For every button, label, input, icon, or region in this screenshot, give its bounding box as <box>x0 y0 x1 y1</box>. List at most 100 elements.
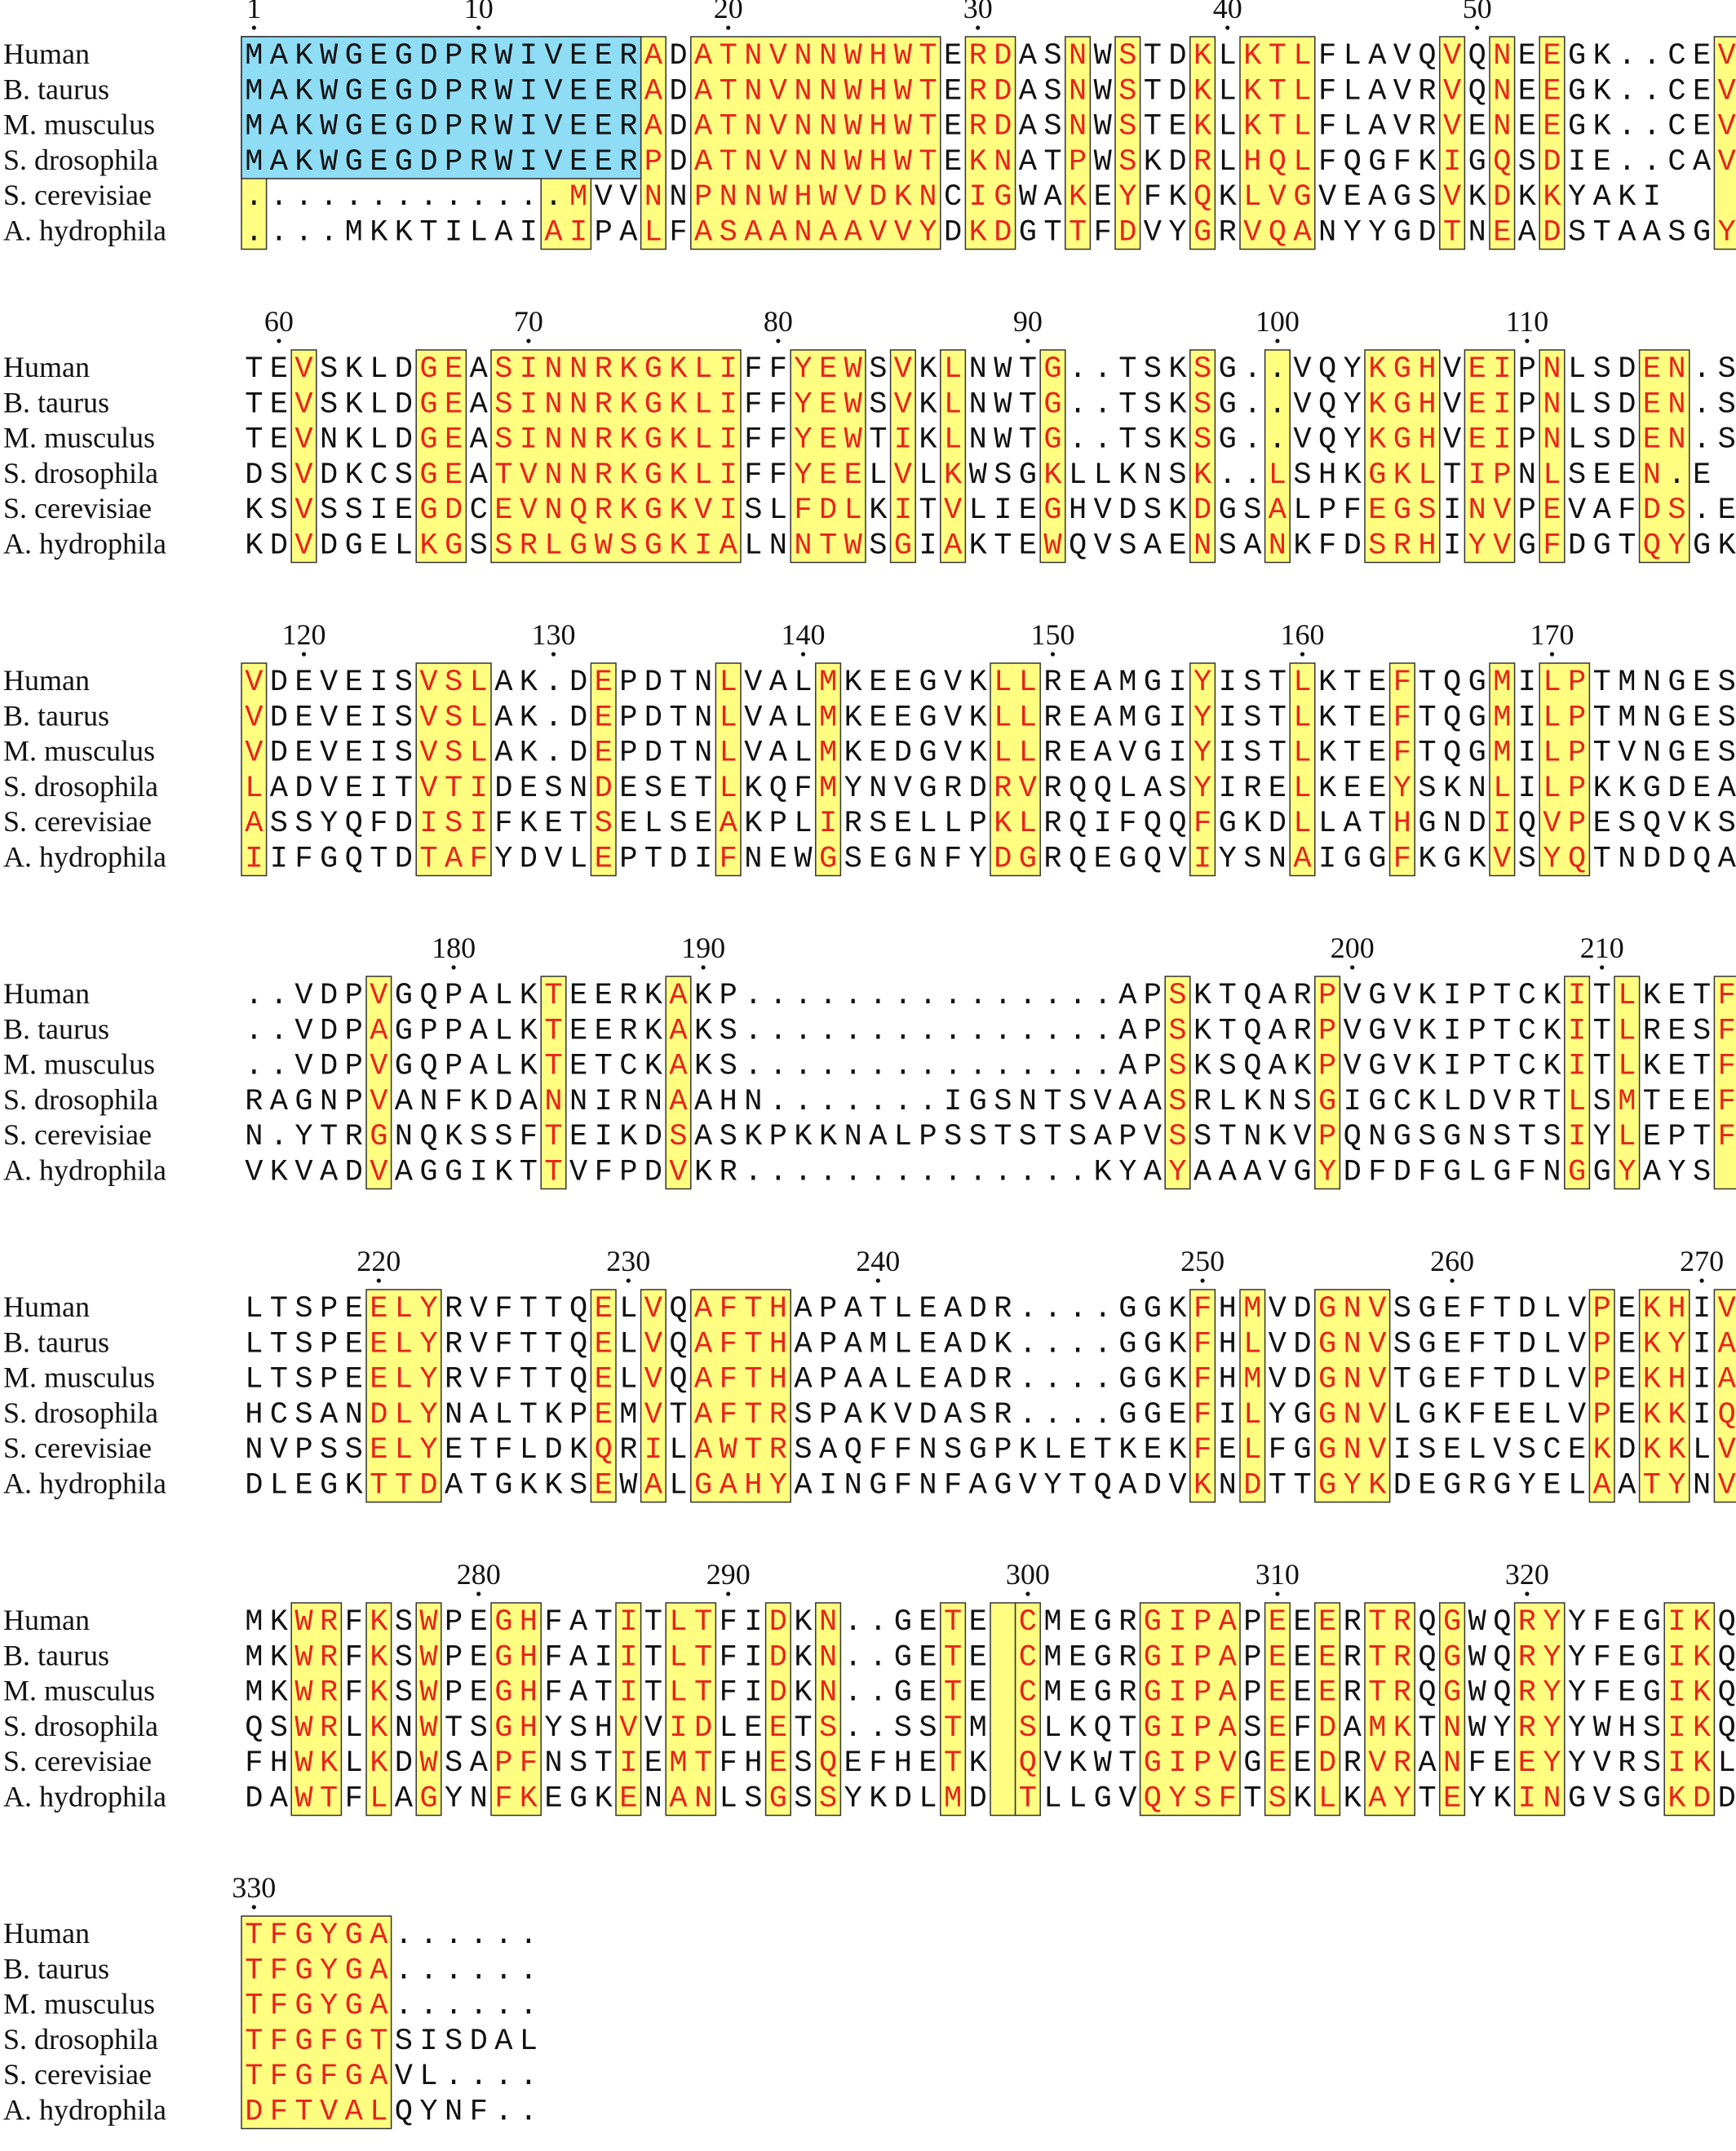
species-label: M. musculus <box>3 1048 155 1081</box>
position-tick-dot <box>1475 25 1480 30</box>
position-tick-dot <box>277 339 281 343</box>
conserved-column-box <box>365 1602 392 1817</box>
position-tick-dot <box>376 1278 381 1283</box>
conserved-column-box <box>815 1602 842 1817</box>
position-number: 280 <box>457 1558 501 1591</box>
species-label: B. taurus <box>3 699 109 732</box>
species-label: A. hydrophila <box>3 1781 166 1813</box>
species-label: S. cerevisiae <box>3 2058 152 2091</box>
conserved-column-box <box>1114 36 1141 250</box>
position-tick-dot <box>301 652 307 657</box>
conserved-column-box <box>1189 36 1216 250</box>
species-label: A. hydrophila <box>3 1154 166 1187</box>
position-number: 140 <box>782 618 826 651</box>
position-number: 150 <box>1031 618 1075 651</box>
conserved-column-box <box>815 662 842 877</box>
alignment-block-4: 180 190 200 210 Human .. V D P V G Q P A L K T E E R K A K P...… <box>3 932 1736 1190</box>
position-tick-dot <box>1600 965 1605 970</box>
conserved-column-box <box>990 1602 1016 1817</box>
conserved-column-box <box>1713 36 1736 250</box>
conserved-column-box <box>889 349 916 564</box>
position-number: 320 <box>1505 1558 1549 1591</box>
conserved-column-box <box>1638 349 1690 564</box>
conserved-column-box <box>1539 36 1566 250</box>
position-tick-dot <box>976 25 981 30</box>
position-number: 210 <box>1580 932 1624 964</box>
species-label: S. cerevisiae <box>3 805 152 838</box>
conserved-column-box <box>1388 662 1415 877</box>
conserved-column-box <box>1564 976 1591 1190</box>
position-tick-dot <box>626 1278 631 1283</box>
position-number: 110 <box>1506 305 1549 338</box>
conserved-column-box <box>1289 662 1316 877</box>
position-tick-dot <box>1050 652 1056 657</box>
position-tick-dot <box>875 1278 880 1283</box>
position-tick-dot <box>1300 652 1305 657</box>
position-number: 120 <box>282 618 326 651</box>
position-number: 10 <box>464 0 494 24</box>
position-number: 220 <box>356 1245 401 1277</box>
conserved-column-box <box>1264 349 1291 564</box>
position-number: 20 <box>714 0 743 24</box>
species-label: S. cerevisiae <box>3 179 152 211</box>
position-tick-dot <box>476 1591 481 1596</box>
position-number: 180 <box>432 932 476 964</box>
position-number: 250 <box>1180 1245 1224 1277</box>
position-tick-dot <box>251 1905 256 1910</box>
species-label: S. drosophila <box>3 1083 158 1116</box>
position-tick-dot <box>1200 1278 1205 1283</box>
position-number: 50 <box>1463 0 1492 24</box>
position-number: 130 <box>532 618 576 651</box>
conserved-column-box <box>1264 1602 1291 1817</box>
position-number: 60 <box>264 305 294 338</box>
conserved-column-box <box>1314 1602 1341 1817</box>
conserved-column-box <box>640 36 666 250</box>
species-label: S. drosophila <box>3 770 158 803</box>
conserved-column-box <box>1513 1602 1566 1817</box>
conserved-column-box <box>290 1602 343 1817</box>
conserved-column-box <box>1614 976 1641 1190</box>
position-number: 40 <box>1213 0 1242 24</box>
position-tick-dot <box>1350 965 1355 970</box>
species-label: Human <box>3 1604 90 1636</box>
position-number: 170 <box>1530 618 1574 651</box>
conserved-column-box <box>665 1602 717 1817</box>
conserved-column-box <box>1638 1289 1690 1503</box>
position-number: 290 <box>706 1558 751 1591</box>
species-label: B. taurus <box>3 1952 109 1985</box>
conserved-column-box <box>990 662 1041 877</box>
position-tick-dot <box>1225 25 1230 30</box>
species-label: M. musculus <box>3 1988 155 2020</box>
alignment-block-7: 330 Human T F G Y G A..... . B. taurus T F G Y G A.....… <box>3 1871 538 2130</box>
species-label: M. musculus <box>3 422 155 454</box>
position-number: 310 <box>1256 1558 1300 1591</box>
conserved-column-box <box>964 36 1016 250</box>
conserved-column-box <box>241 662 268 877</box>
conserved-column-box <box>1539 349 1566 564</box>
position-tick-dot <box>476 25 481 30</box>
position-tick-dot <box>1525 1591 1530 1596</box>
position-number: 260 <box>1430 1245 1474 1277</box>
conserved-column-box <box>1189 662 1216 877</box>
position-tick-dot <box>1549 652 1555 657</box>
conserved-column-box <box>1239 1289 1266 1503</box>
